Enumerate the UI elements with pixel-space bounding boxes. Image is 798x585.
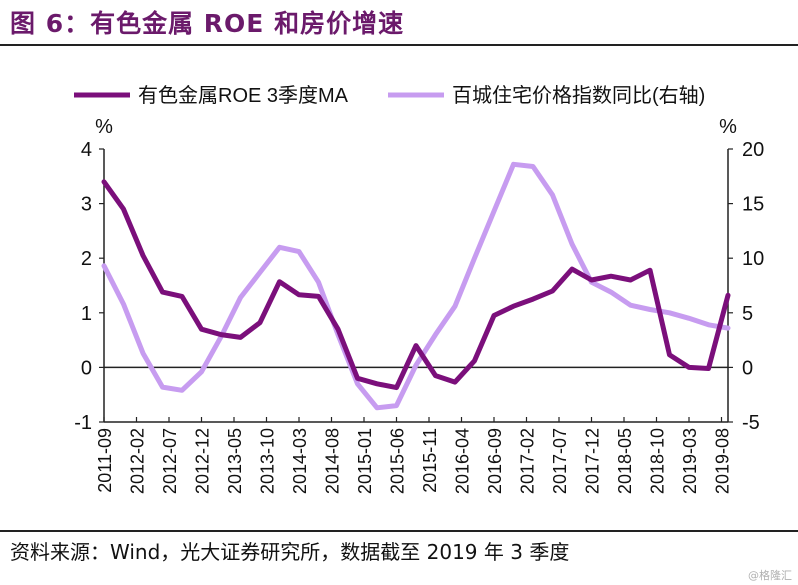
source-divider [0, 530, 798, 532]
legend-label-roe: 有色金属ROE 3季度MA [138, 84, 349, 107]
left-tick-label: 1 [81, 303, 92, 325]
figure-title: 图 6：有色金属 ROE 和房价增速 [10, 9, 405, 38]
x-tick-label: 2017-02 [518, 428, 538, 494]
series-layer [101, 161, 731, 411]
x-tick-label: 2019-03 [680, 428, 700, 494]
right-tick-label: -5 [742, 412, 760, 434]
right-tick-label: 5 [742, 303, 753, 325]
watermark: @格隆汇 [748, 569, 792, 582]
left-tick-label: 3 [81, 194, 92, 216]
legend: 有色金属ROE 3季度MA 百城住宅价格指数同比(右轴) [74, 84, 705, 107]
title-divider [0, 44, 798, 46]
source-note: 资料来源：Wind，光大证券研究所，数据截至 2019 年 3 季度 [10, 540, 570, 564]
right-tick-label: 0 [742, 357, 753, 379]
left-axis-unit: % [95, 116, 113, 138]
x-tick-label: 2015-06 [388, 428, 408, 494]
roe-series-line [101, 179, 731, 391]
house-price-series-line [101, 161, 731, 411]
x-tick-label: 2014-03 [290, 428, 310, 494]
left-tick-label: 2 [81, 248, 92, 270]
left-tick-label: 4 [81, 139, 92, 161]
x-tick-label: 2017-07 [550, 428, 570, 494]
x-tick-label: 2013-05 [225, 428, 245, 494]
x-tick-label: 2019-08 [713, 428, 733, 494]
x-tick-label: 2012-02 [128, 428, 148, 494]
x-tick-label: 2018-05 [615, 428, 635, 494]
left-tick-label: -1 [74, 412, 92, 434]
right-axis-unit: % [719, 116, 737, 138]
x-tick-label: 2015-01 [355, 428, 375, 494]
x-tick-label: 2011-09 [95, 428, 115, 493]
right-tick-label: 20 [742, 139, 764, 161]
x-tick-label: 2016-04 [453, 428, 473, 494]
x-tick-label: 2018-10 [648, 428, 668, 494]
x-tick-label: 2016-09 [485, 428, 505, 494]
x-tick-label: 2012-12 [193, 428, 213, 494]
x-tick-label: 2017-12 [583, 428, 603, 494]
right-tick-label: 10 [742, 248, 764, 270]
x-tick-label: 2013-10 [258, 428, 278, 494]
x-tick-label: 2012-07 [160, 428, 180, 494]
x-tick-label: 2015-11 [420, 428, 440, 493]
legend-label-house-price: 百城住宅价格指数同比(右轴) [452, 84, 705, 107]
left-tick-label: 0 [81, 357, 92, 379]
x-tick-label: 2014-08 [323, 428, 343, 494]
right-tick-label: 15 [742, 194, 764, 216]
